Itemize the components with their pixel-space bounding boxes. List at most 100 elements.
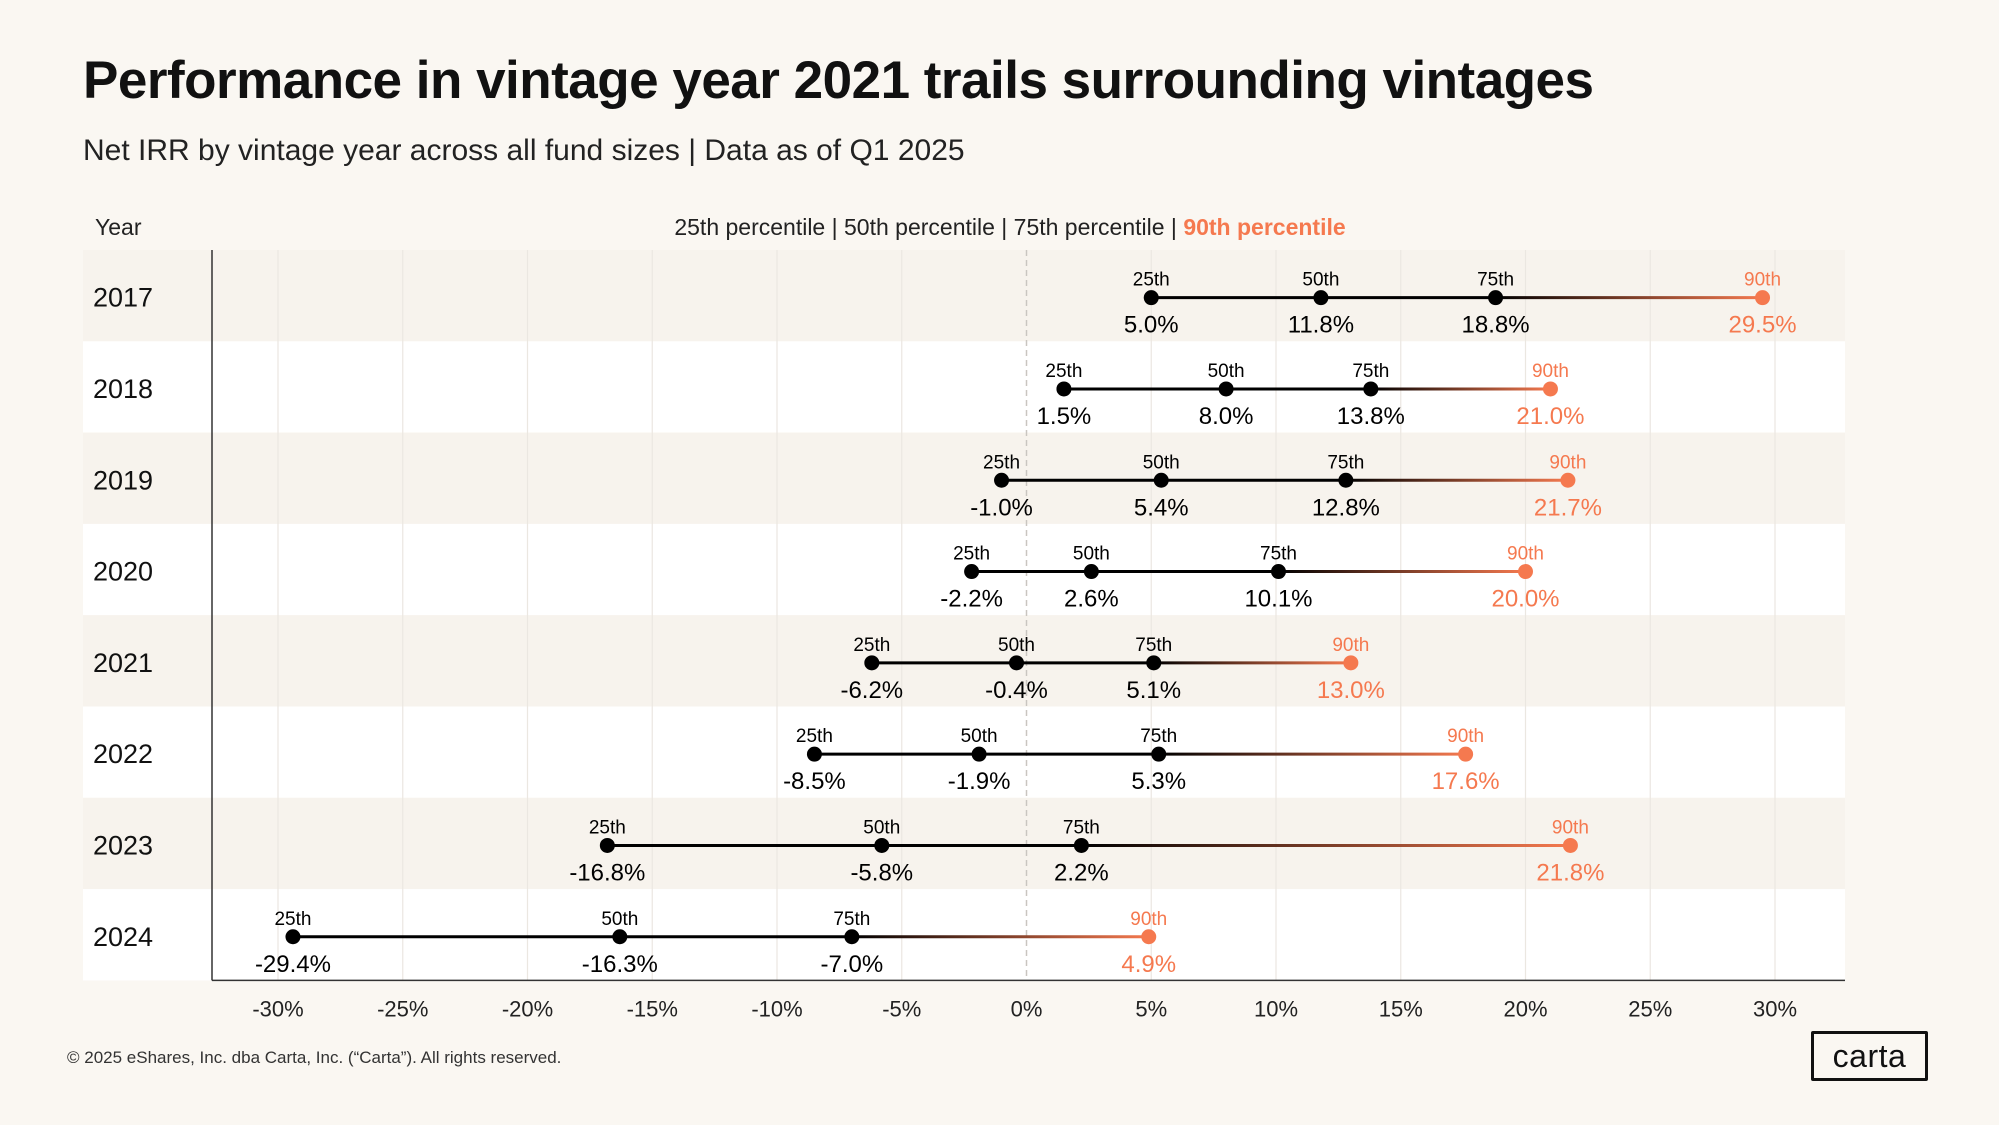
row-band — [83, 615, 1845, 707]
percentile-label: 75th — [1063, 817, 1100, 838]
legend-separator: | — [1165, 214, 1184, 240]
value-label: -29.4% — [255, 951, 331, 978]
value-label: 12.8% — [1312, 494, 1380, 521]
percentile-label: 75th — [1135, 635, 1172, 656]
x-tick-label: 0% — [1011, 996, 1043, 1021]
value-label: 5.3% — [1131, 768, 1186, 795]
value-label: 2.6% — [1064, 586, 1119, 613]
value-label: 21.7% — [1534, 494, 1602, 521]
x-tick-label: -5% — [882, 996, 921, 1021]
year-label: 2022 — [93, 739, 153, 769]
percentile-label: 25th — [953, 544, 990, 565]
x-tick-label: 15% — [1379, 996, 1423, 1021]
percentile-label: 50th — [998, 635, 1035, 656]
legend-item: 50th percentile — [844, 214, 995, 240]
value-label: -8.5% — [783, 768, 846, 795]
legend-separator: | — [825, 214, 844, 240]
percentile-label: 50th — [961, 726, 998, 747]
marker-25th — [994, 472, 1010, 488]
marker-75th — [1073, 837, 1089, 853]
marker-75th — [1270, 564, 1286, 580]
value-label: -1.9% — [948, 768, 1011, 795]
percentile-label: 25th — [1045, 361, 1082, 382]
percentile-label: 50th — [601, 909, 638, 930]
percentile-label: 25th — [796, 726, 833, 747]
row-band — [83, 797, 1845, 890]
carta-logo: carta — [1811, 1031, 1928, 1081]
row-band — [83, 250, 1845, 342]
legend-item: 25th percentile — [674, 214, 825, 240]
marker-25th — [806, 746, 822, 762]
marker-25th — [1143, 290, 1159, 306]
value-label: -2.2% — [940, 586, 1003, 613]
value-label: -0.4% — [985, 677, 1048, 704]
percentile-label: 90th — [1447, 726, 1484, 747]
percentile-label: 50th — [1302, 270, 1339, 291]
copyright-footer: © 2025 eShares, Inc. dba Carta, Inc. (“C… — [67, 1048, 562, 1067]
row-band — [83, 706, 1845, 798]
value-label: 5.4% — [1134, 494, 1189, 521]
percentile-label: 90th — [1130, 909, 1167, 930]
percentile-label: 50th — [1073, 544, 1110, 565]
value-label: 20.0% — [1491, 586, 1559, 613]
marker-90th — [1343, 655, 1359, 671]
chart-title: Performance in vintage year 2021 trails … — [83, 51, 1594, 110]
y-axis-label: Year — [95, 214, 142, 240]
legend-item: 90th percentile — [1183, 214, 1345, 240]
marker-90th — [1458, 746, 1474, 762]
marker-90th — [1562, 837, 1578, 853]
year-label: 2024 — [93, 922, 153, 952]
row-band — [83, 523, 1845, 616]
value-label: 21.8% — [1536, 859, 1604, 886]
marker-25th — [964, 564, 980, 580]
marker-25th — [285, 929, 301, 945]
value-label: 2.2% — [1054, 859, 1109, 886]
marker-75th — [1146, 655, 1162, 671]
percentile-label: 25th — [983, 452, 1020, 473]
percentile-label: 25th — [853, 635, 890, 656]
percentile-label: 25th — [1133, 270, 1170, 291]
value-label: 5.0% — [1124, 312, 1179, 339]
percentile-label: 50th — [1143, 452, 1180, 473]
value-label: 13.0% — [1317, 677, 1385, 704]
marker-50th — [971, 746, 987, 762]
value-label: -5.8% — [850, 859, 913, 886]
value-label: 1.5% — [1037, 403, 1092, 430]
percentile-label: 75th — [833, 909, 870, 930]
row-band — [83, 432, 1845, 524]
value-label: 21.0% — [1516, 403, 1584, 430]
year-label: 2023 — [93, 830, 153, 860]
percentile-label: 75th — [1260, 544, 1297, 565]
percentile-label: 90th — [1744, 270, 1781, 291]
marker-25th — [1056, 381, 1072, 397]
x-tick-label: -15% — [627, 996, 678, 1021]
marker-75th — [1338, 472, 1354, 488]
x-tick-label: 30% — [1753, 996, 1797, 1021]
marker-75th — [1151, 746, 1167, 762]
x-tick-label: 25% — [1628, 996, 1672, 1021]
value-label: 29.5% — [1728, 312, 1796, 339]
value-label: 8.0% — [1199, 403, 1254, 430]
marker-25th — [599, 837, 615, 853]
value-label: 13.8% — [1337, 403, 1405, 430]
value-label: 4.9% — [1121, 951, 1176, 978]
marker-75th — [844, 929, 860, 945]
marker-90th — [1518, 564, 1533, 580]
x-tick-label: -25% — [377, 996, 428, 1021]
value-label: -1.0% — [970, 494, 1033, 521]
row-band — [83, 889, 1845, 981]
marker-90th — [1560, 472, 1576, 488]
chart-subtitle: Net IRR by vintage year across all fund … — [83, 134, 965, 167]
marker-50th — [1083, 564, 1099, 580]
percentile-label: 75th — [1327, 452, 1364, 473]
percentile-label: 25th — [589, 817, 626, 838]
percentile-label: 90th — [1507, 544, 1544, 565]
value-label: -16.8% — [569, 859, 645, 886]
value-label: 17.6% — [1432, 768, 1500, 795]
year-label: 2020 — [93, 557, 153, 587]
marker-75th — [1363, 381, 1379, 397]
x-tick-label: 20% — [1503, 996, 1547, 1021]
percentile-label: 50th — [863, 817, 900, 838]
marker-90th — [1755, 290, 1771, 306]
